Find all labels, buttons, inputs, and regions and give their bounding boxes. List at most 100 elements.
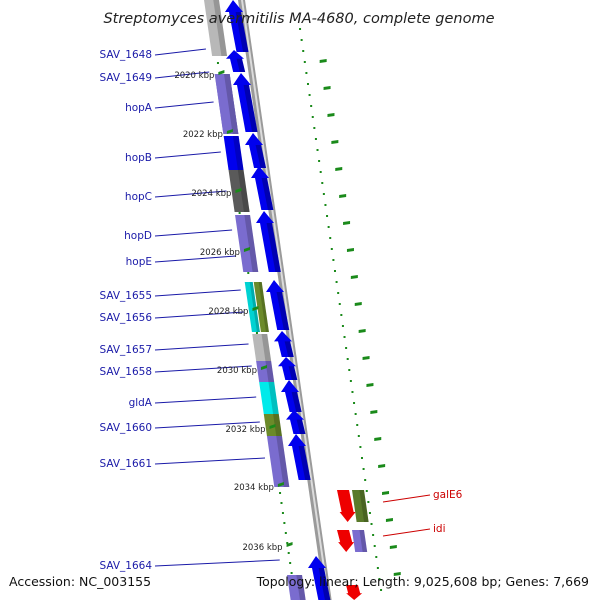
ruler-dot	[283, 522, 286, 524]
ruler-tick	[243, 247, 250, 252]
ruler-tick-label: 2024 kbp	[191, 189, 231, 199]
ruler-dot	[327, 226, 330, 228]
gene-label-hopC[interactable]: hopC	[125, 191, 152, 203]
topology-text: Topology: linear; Length: 9,025,608 bp; …	[256, 574, 589, 589]
gene-label-SAV_1658[interactable]: SAV_1658	[99, 366, 152, 378]
minor-tick	[354, 302, 362, 306]
gene-line-SAV_1649	[154, 71, 210, 79]
ruler-tick	[286, 542, 293, 547]
ruler-dot	[318, 160, 321, 162]
ruler-dot	[364, 479, 367, 481]
ruler-dot	[281, 512, 284, 514]
reverse-arrow-idi	[337, 530, 355, 552]
minor-tick	[393, 572, 401, 576]
gene-label-SAV_1661[interactable]: SAV_1661	[99, 458, 152, 470]
ruler-dot	[349, 380, 352, 382]
ruler-dot	[367, 501, 370, 503]
gene-label-SAV_1649[interactable]: SAV_1649	[99, 72, 152, 84]
gene-label-SAV_1664[interactable]: SAV_1664	[99, 560, 152, 572]
ruler-tick-label: 2028 kbp	[208, 307, 248, 317]
ruler-tick-label: 2032 kbp	[225, 425, 265, 435]
ruler-dot	[305, 72, 308, 74]
minor-tick	[378, 464, 386, 468]
ruler-dot	[335, 281, 338, 283]
forward-arrow-4-shade	[261, 178, 274, 210]
gene-line-hopA	[154, 101, 214, 109]
gene-label-SAV_1660[interactable]: SAV_1660	[99, 422, 152, 434]
gene-label-hopD[interactable]: hopD	[124, 230, 152, 242]
forward-arrow-1-shade	[236, 58, 246, 72]
ruler-dot	[300, 39, 303, 41]
ruler-dot	[362, 468, 365, 470]
minor-tick	[366, 383, 374, 387]
minor-tick	[327, 113, 335, 117]
cog-block-SAV_1658-shade	[265, 361, 275, 382]
cog-block-SAV_1657-shade	[261, 334, 272, 361]
ruler-dot	[279, 492, 282, 494]
gene-label-hopA[interactable]: hopA	[125, 102, 153, 114]
cog-block-hopE-shade	[248, 245, 259, 272]
gene-line-SAV_1658	[154, 365, 252, 373]
reverse-arrow-galE6	[337, 490, 356, 522]
gene-line-SAV_1648	[154, 48, 207, 56]
minor-tick	[331, 140, 339, 144]
ruler-dot	[310, 105, 313, 107]
gene-label-SAV_1657[interactable]: SAV_1657	[99, 344, 152, 356]
ruler-dot	[287, 552, 290, 554]
ruler-dot	[330, 248, 333, 250]
forward-arrow-9-shade	[291, 392, 302, 412]
ruler-dot	[238, 212, 241, 214]
ruler-dot	[348, 369, 351, 371]
ruler-dot	[306, 83, 309, 85]
cog-block-SAV_1661	[266, 436, 290, 487]
gene-label-hopE[interactable]: hopE	[126, 256, 152, 268]
forward-arrow-1	[226, 50, 246, 72]
forward-arrow-6-shade	[276, 292, 290, 330]
forward-arrow-10-shade	[296, 419, 306, 434]
cog-block-SAV_1656	[253, 282, 269, 332]
gene-label-gldA[interactable]: gldA	[129, 397, 153, 409]
ruler-dot	[286, 542, 289, 544]
minor-tick	[339, 194, 347, 198]
cog-block-gldA-shade	[268, 382, 279, 414]
ruler-dot	[216, 62, 219, 64]
gene-label-galE6[interactable]: galE6	[433, 489, 463, 501]
ruler-dot	[375, 556, 378, 558]
ruler-dot	[247, 272, 250, 274]
forward-arrow-0	[225, 0, 249, 52]
gene-label-SAV_1656[interactable]: SAV_1656	[99, 312, 152, 324]
cog-block-SAV_1664	[287, 575, 306, 600]
ruler-dot	[353, 402, 356, 404]
minor-tick	[382, 491, 390, 495]
ruler-dot	[354, 413, 357, 415]
ruler-dot	[280, 502, 283, 504]
ruler-dot	[255, 332, 258, 334]
forward-arrow-10	[286, 410, 306, 434]
ruler-dot	[321, 182, 324, 184]
forward-arrow-3-shade	[255, 145, 267, 168]
ruler-dot	[380, 589, 383, 591]
ruler-dot	[289, 562, 292, 564]
ruler-dot	[346, 358, 349, 360]
gene-label-SAV_1655[interactable]: SAV_1655	[99, 290, 152, 302]
gene-line-hopB	[154, 151, 221, 159]
gene-label-SAV_1648[interactable]: SAV_1648	[99, 49, 152, 61]
gene-label-idi[interactable]: idi	[433, 523, 446, 535]
cog-block-galE6-shade	[359, 490, 369, 522]
minor-tick	[319, 59, 327, 63]
cog-block-galE6	[352, 490, 369, 522]
gene-line-SAV_1657	[154, 343, 249, 351]
forward-arrow-7-shade	[284, 341, 294, 357]
ruler-tick-label: 2030 kbp	[217, 366, 257, 376]
ruler-tick-label: 2034 kbp	[234, 483, 274, 493]
forward-arrow-11	[288, 434, 311, 480]
ruler-tick	[252, 306, 259, 311]
gene-label-hopB[interactable]: hopB	[125, 152, 152, 164]
ruler-dot	[324, 204, 327, 206]
ruler-tick	[277, 482, 284, 487]
ruler-tick-label: 2020 kbp	[174, 71, 214, 81]
ruler-dot	[319, 171, 322, 173]
forward-arrow-8	[278, 357, 298, 380]
